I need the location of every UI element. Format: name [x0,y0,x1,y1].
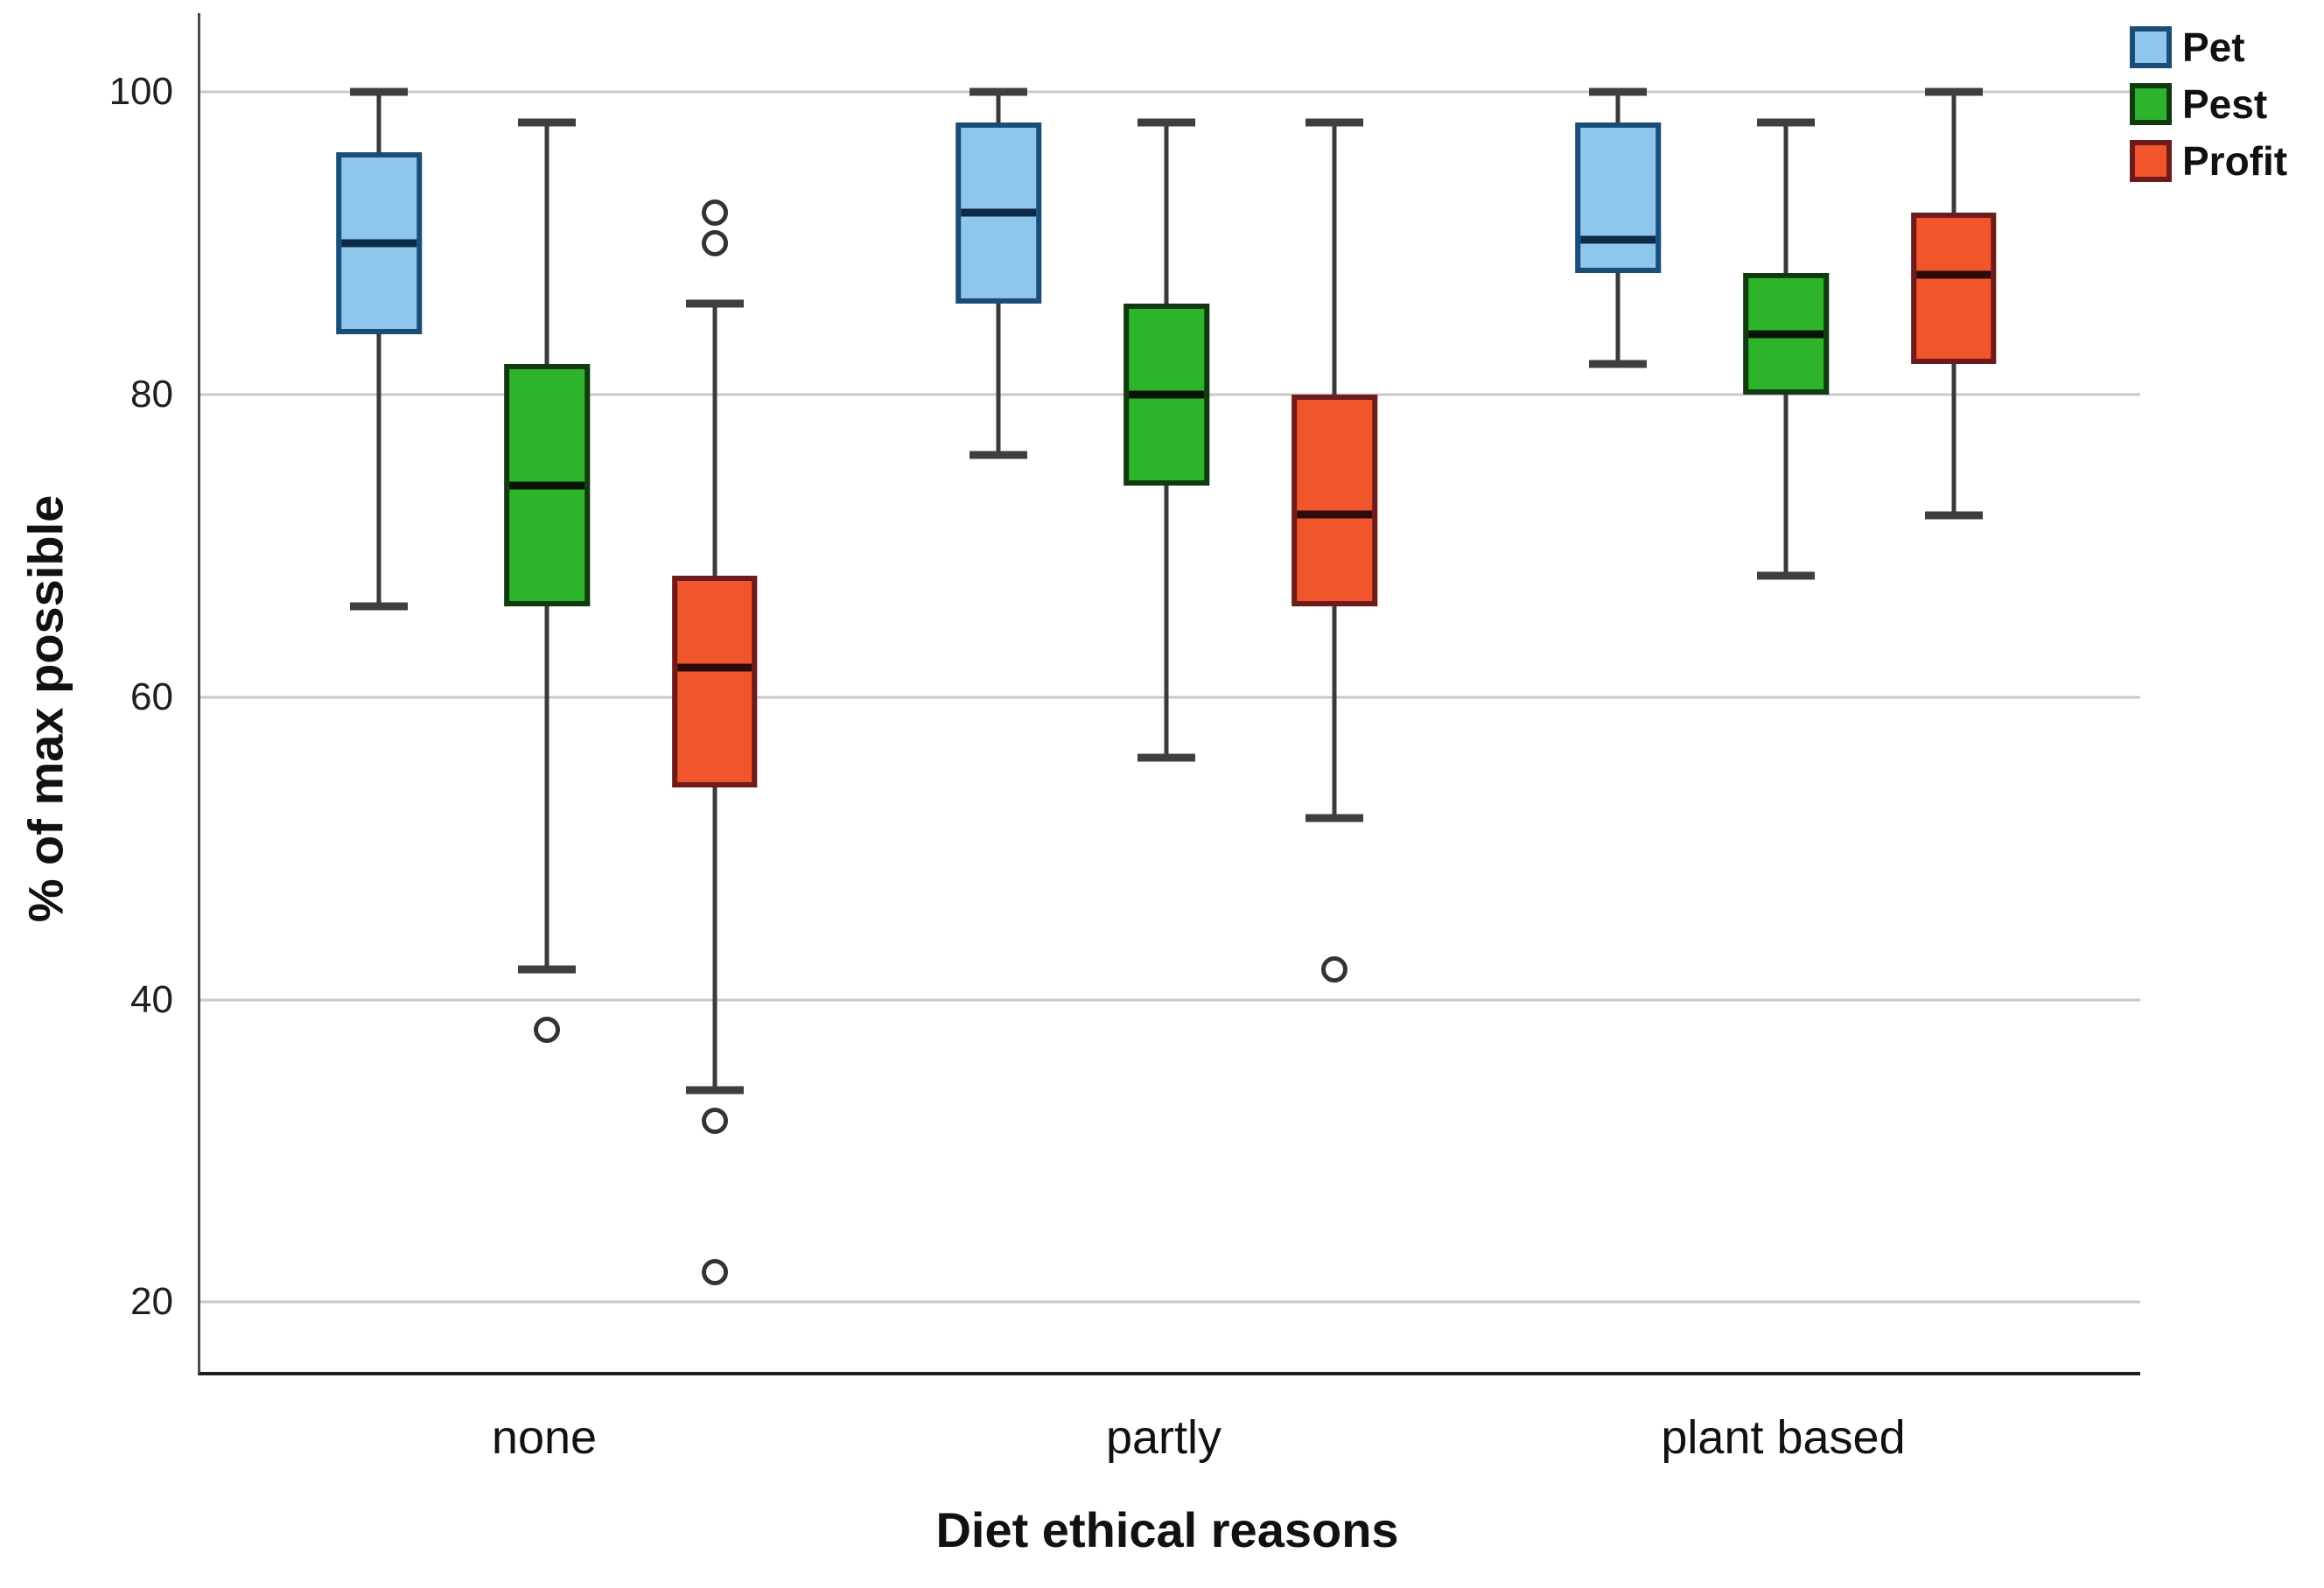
whisker-cap-min-profit-plant-based [1924,511,1983,520]
median-line-pet-plant-based [1580,235,1656,244]
median-line-pet-partly [961,208,1036,217]
legend: Pet Pest Profit [2130,26,2287,182]
y-tick-label-40: 40 [130,977,173,1021]
whisker-cap-min-pest-plant-based [1756,571,1815,580]
whisker-cap-max-profit-none [685,299,744,308]
y-tick-label-60: 60 [130,675,173,718]
gridline-20 [200,1300,2140,1304]
whisker-cap-max-pest-plant-based [1756,118,1815,127]
box-profit-none [672,576,758,788]
legend-label-pest: Pest [2182,81,2268,127]
whisker-cap-max-profit-partly [1306,118,1364,127]
whisker-cap-min-pet-partly [970,451,1028,459]
whisker-cap-max-pet-plant-based [1588,87,1647,96]
pest-swatch-icon [2130,83,2172,125]
legend-item-pet: Pet [2130,26,2287,68]
outlier-profit-none-32 [701,1107,728,1134]
legend-item-profit: Profit [2130,140,2287,182]
whisker-cap-min-pest-none [517,965,576,974]
box-pet-none [336,152,422,334]
plot-area [198,13,2140,1375]
gridline-40 [200,998,2140,1002]
whisker-cap-max-profit-plant-based [1924,87,1983,96]
whisker-cap-max-pest-none [517,118,576,127]
median-line-pest-none [509,481,584,490]
profit-swatch-icon [2130,140,2172,182]
whisker-cap-max-pest-partly [1138,118,1196,127]
y-tick-label-100: 100 [108,69,173,113]
box-profit-partly [1292,394,1377,606]
category-label-plant-based: plant based [1661,1411,1906,1464]
whisker-line-pet-none [376,91,382,606]
box-pet-plant-based [1575,122,1661,274]
legend-label-pet: Pet [2182,24,2245,70]
box-pest-plant-based [1743,273,1829,395]
whisker-cap-min-profit-partly [1306,814,1364,822]
median-line-profit-partly [1297,510,1372,519]
whisker-cap-min-pet-none [349,602,408,611]
box-pest-none [504,364,590,606]
gridline-60 [200,696,2140,699]
median-line-profit-plant-based [1916,270,1992,279]
whisker-cap-min-pest-partly [1138,753,1196,762]
box-profit-plant-based [1911,213,1997,365]
median-line-pest-partly [1129,390,1204,399]
category-label-partly: partly [1105,1411,1222,1464]
legend-item-pest: Pest [2130,83,2287,125]
outlier-profit-none-92 [701,199,728,227]
outlier-profit-none-90 [701,229,728,256]
legend-label-profit: Profit [2182,138,2288,184]
outlier-profit-partly-42 [1321,955,1348,983]
whisker-cap-min-profit-none [685,1086,744,1095]
category-label-none: none [491,1411,598,1464]
y-tick-label-20: 20 [130,1280,173,1324]
median-line-pest-plant-based [1748,330,1824,339]
x-axis-title: Diet ethical reasons [935,1502,1399,1557]
box-pest-partly [1124,304,1209,486]
whisker-cap-min-pet-plant-based [1588,360,1647,368]
whisker-cap-max-pet-none [349,87,408,96]
gridline-100 [200,90,2140,94]
outlier-pest-none-38 [533,1017,560,1044]
median-line-pet-none [341,239,416,248]
pet-swatch-icon [2130,26,2172,68]
outlier-profit-none-22 [701,1258,728,1285]
median-line-profit-none [677,663,752,672]
box-pet-partly [956,122,1041,304]
whisker-cap-max-pet-partly [970,87,1028,96]
y-tick-label-80: 80 [130,372,173,416]
